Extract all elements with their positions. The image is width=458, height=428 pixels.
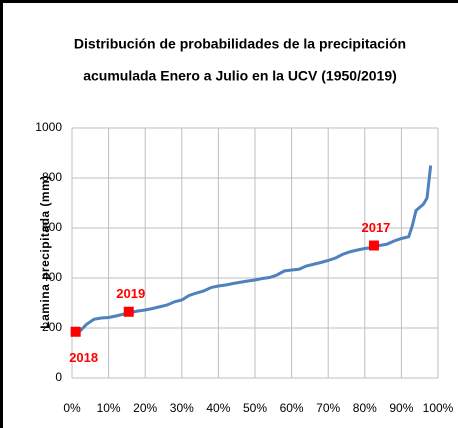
- marker: [123, 306, 134, 317]
- x-tick-label: 0%: [63, 401, 81, 415]
- annotation: 2019: [116, 286, 145, 301]
- y-tick-label: 200: [42, 320, 62, 334]
- marker: [70, 326, 81, 337]
- x-tick-label: 60%: [280, 401, 304, 415]
- x-tick-label: 30%: [170, 401, 194, 415]
- y-tick-label: 1000: [35, 120, 62, 134]
- line: [74, 165, 433, 336]
- x-tick-label: 70%: [316, 401, 340, 415]
- x-tick-label: 90%: [389, 401, 413, 415]
- x-tick-label: 40%: [206, 401, 230, 415]
- y-tick-label: 800: [42, 170, 62, 184]
- marker: [368, 240, 379, 251]
- x-tick-label: 80%: [353, 401, 377, 415]
- annotation: 2018: [69, 350, 98, 365]
- annotation: 2017: [361, 220, 390, 235]
- chart-title: acumulada Enero a Julio en la UCV (1950/…: [83, 68, 397, 84]
- x-tick-label: 100%: [423, 401, 454, 415]
- y-tick-label: 0: [55, 370, 62, 384]
- y-tick-label: 600: [42, 220, 62, 234]
- x-tick-label: 10%: [97, 401, 121, 415]
- x-tick-label: 20%: [133, 401, 157, 415]
- x-tick-label: 50%: [243, 401, 267, 415]
- chart-title: Distribución de probabilidades de la pre…: [74, 36, 406, 52]
- y-tick-label: 400: [42, 270, 62, 284]
- y-axis-label: Lamina precipitada (mm): [38, 175, 52, 329]
